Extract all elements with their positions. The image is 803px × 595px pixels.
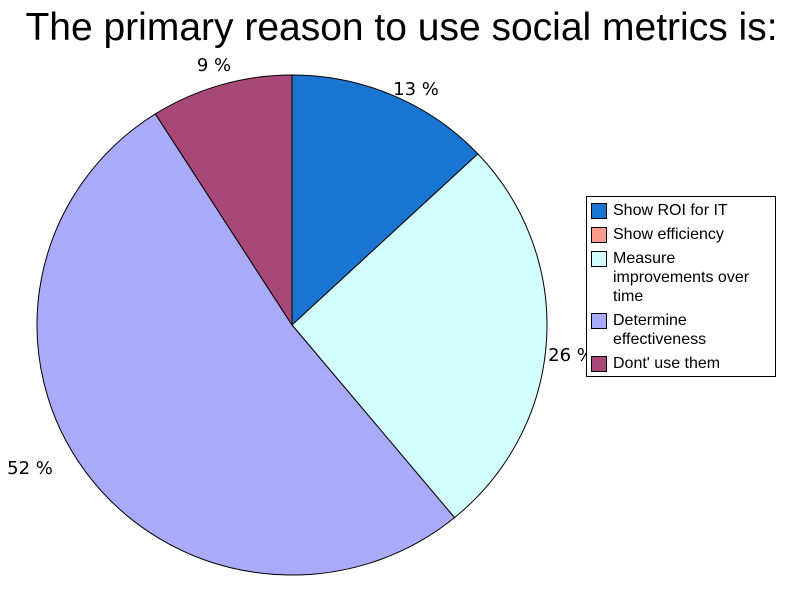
legend-item: Determine effectiveness [591,311,771,349]
legend-item: Measure improvements over time [591,249,771,306]
legend-swatch [591,251,607,267]
legend-item: Dont' use them [591,354,771,373]
pie-slice-2 [291,153,548,519]
chart-title: The primary reason to use social metrics… [25,6,778,49]
data-label-4: 9 % [197,55,231,76]
pie-slice-0 [291,74,479,327]
legend-label: Show ROI for IT [613,202,728,219]
legend-swatch [591,227,607,243]
data-label-3: 52 % [7,458,53,479]
legend-item: Show efficiency [591,225,771,244]
legend-item: Show ROI for IT [591,201,771,220]
legend-swatch [591,313,607,329]
legend-label: Determine effectiveness [613,312,707,348]
legend-label: Show efficiency [613,226,724,243]
pie-slice-4 [154,74,293,327]
data-label-0: 13 % [393,79,439,100]
pie-slice-3 [36,113,456,576]
legend-swatch [591,356,607,372]
chart-legend: Show ROI for IT Show efficiency Measure im… [586,196,776,377]
legend-label: Measure improvements over time [613,250,750,305]
legend-swatch [591,203,607,219]
legend-label: Dont' use them [613,355,721,372]
data-label-2: 26 % [548,345,594,366]
